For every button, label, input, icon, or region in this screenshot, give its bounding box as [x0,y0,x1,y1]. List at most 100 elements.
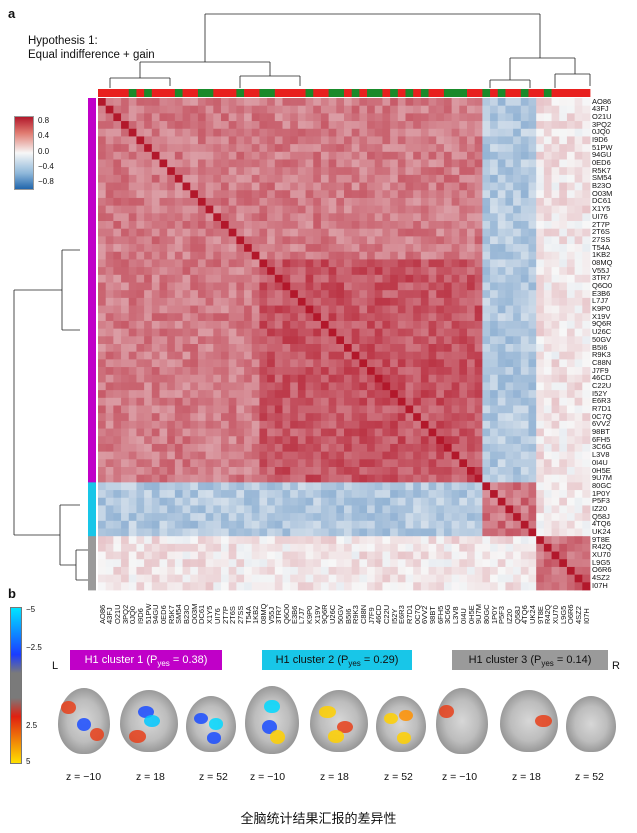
heatmap-cell [98,405,107,414]
heatmap-cell [205,244,214,253]
heatmap-cell [213,451,222,460]
heatmap-cell [482,136,491,145]
heatmap-cell [490,359,499,368]
heatmap-cell [228,436,237,445]
heatmap-cell [520,513,529,522]
heatmap-cell [497,167,506,176]
heatmap-cell [328,420,337,429]
heatmap-cell [297,267,306,276]
heatmap-cell [382,228,391,237]
heatmap-cell [467,351,476,360]
heatmap-cell [259,459,268,468]
heatmap-cell [543,459,552,468]
heatmap-cell [513,505,522,514]
heatmap-cell [259,436,268,445]
heatmap-cell [159,467,168,476]
left-strip-cell [88,467,96,476]
heatmap-cell [451,336,460,345]
heatmap-cell [290,213,299,222]
heatmap-cell [336,274,345,283]
heatmap-cell [413,474,422,483]
heatmap-cell [174,582,183,591]
top-strip-cell [359,89,368,97]
heatmap-cell [359,374,368,383]
colorbar-tick-4: −0.8 [38,177,54,186]
heatmap-cell [505,367,514,376]
heatmap-cell [451,244,460,253]
heatmap-cell [459,374,468,383]
heatmap-cell [451,467,460,476]
heatmap-cell [490,144,499,153]
heatmap-cell [113,536,122,545]
heatmap-cell [374,98,383,107]
heatmap-cell [474,482,483,491]
heatmap-cell [566,336,576,345]
heatmap-cell [513,520,522,529]
heatmap-cell [282,98,291,107]
heatmap-cell [359,451,368,460]
heatmap-cell [267,228,276,237]
heatmap-cell [374,390,383,399]
heatmap-cell [359,367,368,376]
heatmap-cell [543,390,552,399]
heatmap-cell [98,167,107,176]
heatmap-cell [390,344,399,353]
heatmap-cell [344,582,353,591]
heatmap-cell [382,367,391,376]
heatmap-cell [405,336,414,345]
heatmap-cell [574,459,583,468]
heatmap-cell [136,328,145,337]
heatmap-cell [328,128,337,137]
heatmap-cell [528,98,537,107]
heatmap-cell [305,267,314,276]
heatmap-cell [559,559,568,568]
heatmap-cell [520,282,529,291]
heatmap-cell [144,359,153,368]
heatmap-cell [113,305,122,314]
heatmap-cell [390,320,399,330]
heatmap-cell [436,121,445,130]
heatmap-cell [543,551,552,560]
heatmap-cell [197,574,207,583]
heatmap-cell [128,274,137,283]
heatmap-cell [367,344,376,353]
heatmap-cell [282,443,291,453]
heatmap-cell [551,144,560,153]
heatmap-cell [267,190,276,199]
heatmap-cell [528,205,537,214]
heatmap-cell [482,305,491,314]
heatmap-cell [513,205,522,214]
heatmap-cell [236,559,245,568]
heatmap-cell [382,105,391,114]
heatmap-cell [543,182,552,191]
activation-blob [89,727,105,741]
heatmap-cell [582,167,591,176]
heatmap-cell [397,167,406,176]
heatmap-cell [482,290,491,299]
heatmap-cell [174,320,183,330]
heatmap-cell [197,213,207,222]
row-label: L3V8 [592,450,610,460]
heatmap-cell [213,236,222,245]
top-strip-cell [467,89,476,97]
heatmap-cell [228,536,237,545]
heatmap-cell [367,382,376,391]
heatmap-cell [313,251,322,260]
heatmap-cell [390,144,399,153]
heatmap-cell [197,490,207,499]
heatmap-cell [190,574,199,583]
heatmap-cell [221,313,230,322]
heatmap-cell [428,582,437,591]
heatmap-cell [566,374,576,383]
heatmap-cell [374,451,383,460]
heatmap-cell [490,197,499,207]
heatmap-cell [151,151,160,160]
heatmap-cell [582,420,591,429]
heatmap-cell [105,228,114,237]
heatmap-cell [113,420,122,429]
heatmap-cell [228,382,237,391]
heatmap-cell [336,413,345,422]
heatmap-cell [497,497,506,506]
heatmap-cell [190,159,199,168]
heatmap-cell [267,113,276,122]
